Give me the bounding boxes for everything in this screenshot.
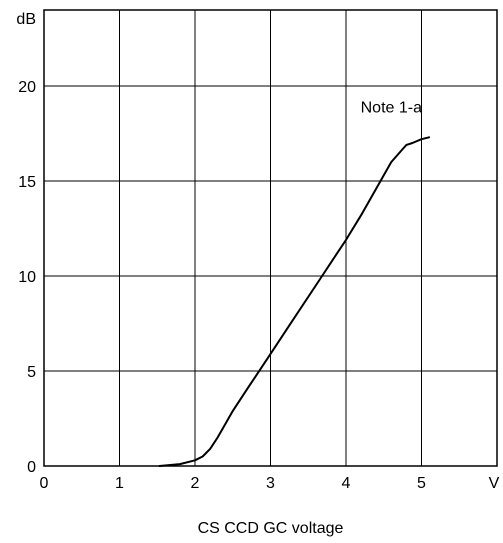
x-tick-label: 5 — [417, 475, 426, 492]
x-axis-unit: V — [489, 475, 500, 492]
x-tick-label: 0 — [40, 475, 49, 492]
x-tick-label: 3 — [266, 475, 275, 492]
tick-labels: 0 1 2 3 4 5 0 5 10 15 20 — [18, 79, 426, 492]
series-group — [158, 136, 431, 467]
x-tick-label: 2 — [191, 475, 200, 492]
annotations: Note 1-a — [361, 100, 422, 117]
gain-curve — [158, 136, 431, 467]
plot-frame — [43, 9, 498, 467]
y-tick-label: 10 — [18, 269, 36, 286]
y-axis-unit: dB — [16, 11, 36, 28]
y-tick-label: 0 — [27, 459, 36, 476]
y-tick-label: 5 — [27, 364, 36, 381]
x-tick-label: 4 — [342, 475, 351, 492]
x-axis-title: CS CCD GC voltage — [198, 520, 344, 537]
x-tick-label: 1 — [115, 475, 124, 492]
note-annotation: Note 1-a — [361, 100, 422, 117]
y-tick-label: 15 — [18, 174, 36, 191]
grid — [44, 10, 497, 466]
y-tick-label: 20 — [18, 79, 36, 96]
